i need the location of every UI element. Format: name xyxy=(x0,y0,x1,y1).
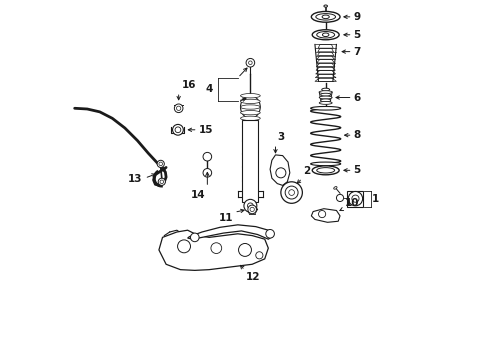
Ellipse shape xyxy=(322,33,329,37)
Text: 1: 1 xyxy=(372,194,380,204)
Circle shape xyxy=(175,127,181,133)
Text: 12: 12 xyxy=(246,272,261,282)
Ellipse shape xyxy=(324,5,327,7)
Text: 14: 14 xyxy=(191,190,205,200)
Circle shape xyxy=(191,233,199,242)
Circle shape xyxy=(177,240,191,253)
Circle shape xyxy=(159,162,163,166)
Text: 15: 15 xyxy=(199,125,213,135)
Text: 8: 8 xyxy=(354,130,361,140)
Text: 9: 9 xyxy=(354,12,361,22)
Ellipse shape xyxy=(241,105,260,109)
Text: 11: 11 xyxy=(219,213,233,223)
Circle shape xyxy=(211,243,221,253)
Ellipse shape xyxy=(311,12,340,22)
Circle shape xyxy=(352,195,359,202)
Polygon shape xyxy=(188,225,274,239)
Ellipse shape xyxy=(311,107,341,110)
Ellipse shape xyxy=(241,111,260,115)
Polygon shape xyxy=(317,63,335,67)
Ellipse shape xyxy=(319,96,332,99)
Circle shape xyxy=(285,186,298,199)
Ellipse shape xyxy=(320,93,331,96)
Text: 5: 5 xyxy=(354,165,361,175)
Circle shape xyxy=(176,106,181,111)
Polygon shape xyxy=(318,48,334,52)
Polygon shape xyxy=(270,155,290,185)
Ellipse shape xyxy=(322,88,330,91)
Text: 2: 2 xyxy=(303,166,311,176)
Text: 7: 7 xyxy=(354,46,361,57)
Circle shape xyxy=(157,160,164,167)
Polygon shape xyxy=(318,44,333,48)
Ellipse shape xyxy=(319,102,332,104)
Circle shape xyxy=(174,104,183,113)
Circle shape xyxy=(289,190,294,195)
Circle shape xyxy=(281,182,302,203)
Circle shape xyxy=(248,61,252,64)
Ellipse shape xyxy=(312,166,339,175)
Circle shape xyxy=(266,229,274,238)
Ellipse shape xyxy=(316,14,336,20)
Ellipse shape xyxy=(311,162,341,166)
Ellipse shape xyxy=(317,168,335,173)
Circle shape xyxy=(256,252,263,259)
Circle shape xyxy=(248,205,256,214)
Polygon shape xyxy=(243,120,258,202)
Circle shape xyxy=(244,199,257,212)
Circle shape xyxy=(239,243,251,256)
Circle shape xyxy=(158,178,166,185)
Ellipse shape xyxy=(241,94,260,98)
Ellipse shape xyxy=(320,99,331,102)
Polygon shape xyxy=(311,209,340,222)
Text: 10: 10 xyxy=(344,198,359,208)
Circle shape xyxy=(247,203,253,209)
Polygon shape xyxy=(159,230,269,270)
Polygon shape xyxy=(316,70,336,74)
Text: 6: 6 xyxy=(354,93,361,103)
Circle shape xyxy=(337,194,343,202)
Polygon shape xyxy=(317,59,335,63)
Circle shape xyxy=(246,58,255,67)
Polygon shape xyxy=(315,78,337,81)
Ellipse shape xyxy=(322,15,329,19)
Circle shape xyxy=(172,125,183,135)
Ellipse shape xyxy=(241,99,260,104)
Ellipse shape xyxy=(317,32,335,38)
Circle shape xyxy=(203,168,212,177)
Circle shape xyxy=(203,152,212,161)
Polygon shape xyxy=(316,67,335,70)
Circle shape xyxy=(250,207,254,212)
Circle shape xyxy=(160,180,164,184)
Polygon shape xyxy=(315,74,336,78)
Ellipse shape xyxy=(319,91,332,94)
Ellipse shape xyxy=(312,30,339,40)
Text: 5: 5 xyxy=(354,30,361,40)
Ellipse shape xyxy=(241,116,260,121)
Circle shape xyxy=(318,211,326,218)
Ellipse shape xyxy=(241,96,260,118)
Polygon shape xyxy=(347,191,364,207)
Ellipse shape xyxy=(334,186,337,189)
Polygon shape xyxy=(318,52,334,55)
Circle shape xyxy=(276,168,286,178)
Circle shape xyxy=(348,192,363,206)
Text: 13: 13 xyxy=(128,174,143,184)
Text: 16: 16 xyxy=(182,80,197,90)
Text: 3: 3 xyxy=(277,132,285,142)
Polygon shape xyxy=(317,55,334,59)
Text: 4: 4 xyxy=(205,85,213,94)
